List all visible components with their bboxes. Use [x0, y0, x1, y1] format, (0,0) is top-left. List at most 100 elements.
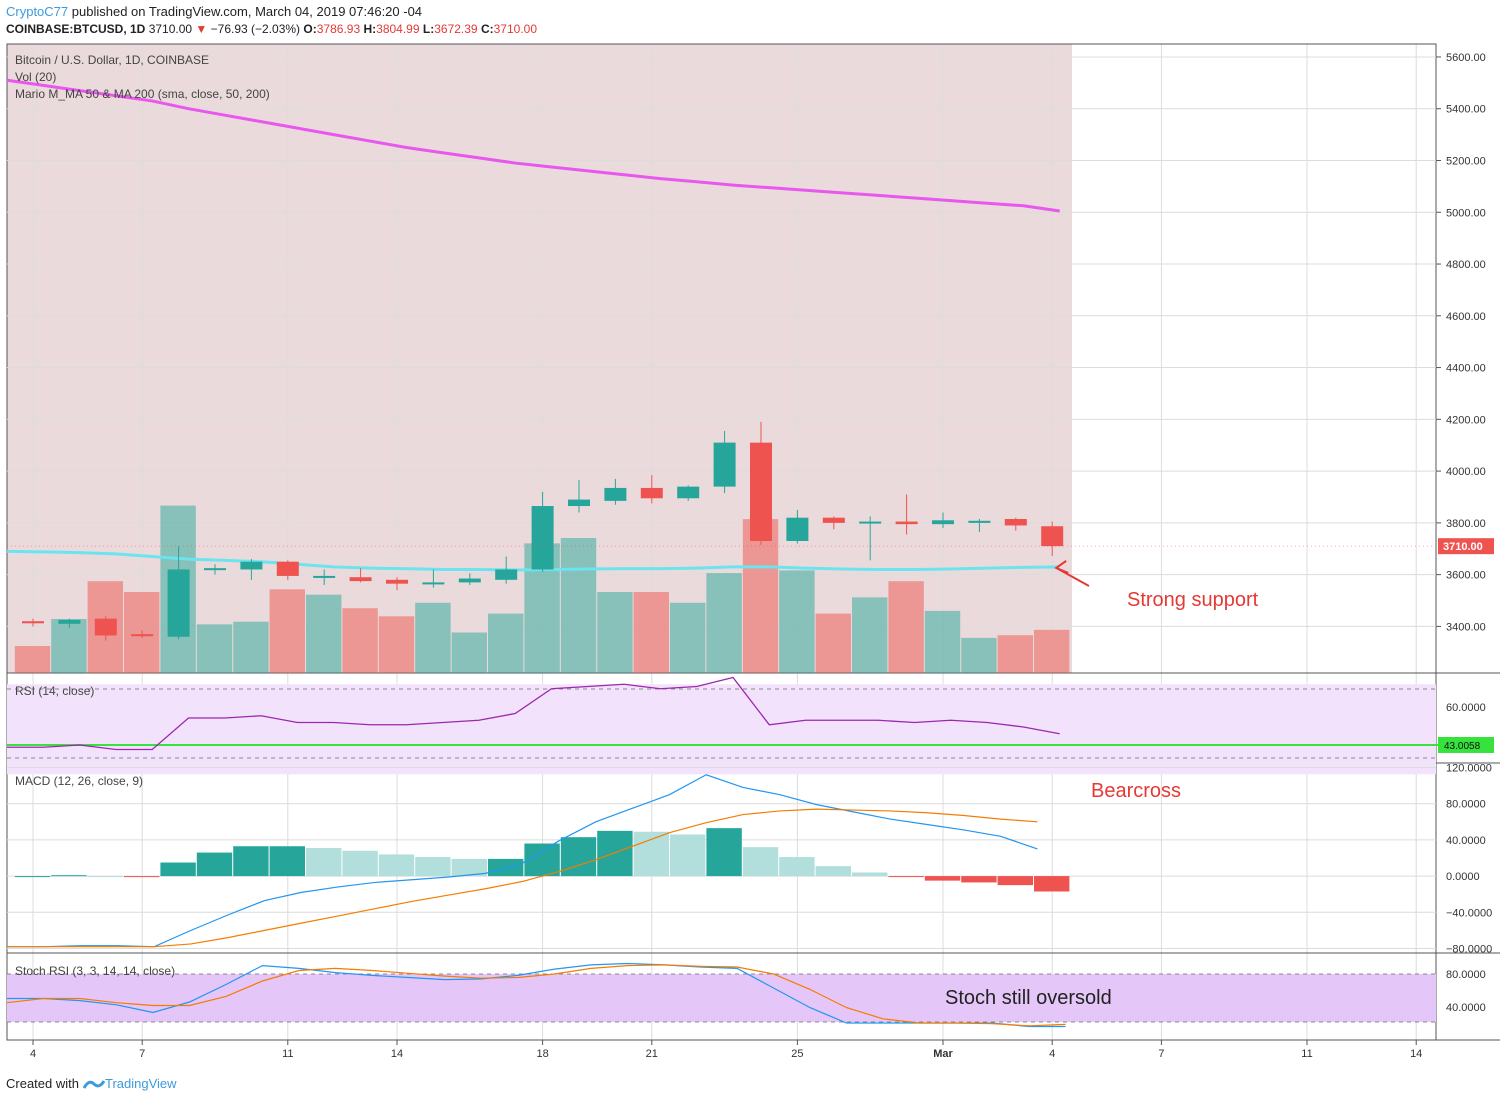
- macd-histogram-bar: [378, 854, 415, 877]
- rsi-level-badge: [1438, 736, 1494, 753]
- volume-bar: [233, 621, 269, 673]
- volume-bar: [924, 610, 961, 673]
- macd-tick-label: 0.0000: [1446, 871, 1480, 883]
- candle-body: [94, 618, 117, 636]
- volume-bar: [196, 624, 233, 673]
- candle-body: [276, 561, 299, 576]
- candle-body: [713, 442, 736, 487]
- candle-body: [786, 517, 809, 541]
- macd-histogram-bar: [888, 876, 924, 878]
- rsi-tick-label: 60.0000: [1446, 702, 1486, 714]
- tradingview-brand[interactable]: TradingView: [82, 1076, 177, 1091]
- open-value: 3786.93: [316, 22, 361, 36]
- rsi-line: [7, 676, 1060, 751]
- time-tick-label: 14: [1410, 1048, 1422, 1060]
- candle-body: [1004, 518, 1027, 526]
- candle-body: [167, 569, 190, 637]
- stoch-pane-title: Stoch RSI (3, 3, 14, 14, close): [15, 964, 175, 978]
- bearcross-annotation: Bearcross: [1091, 780, 1181, 802]
- candle-body: [386, 579, 408, 584]
- macd-line: [7, 774, 1038, 948]
- time-tick-label: 7: [139, 1048, 145, 1060]
- low-value: 3672.39: [434, 22, 478, 36]
- price-tick-label: 4000.00: [1446, 466, 1486, 478]
- candle-body: [1041, 526, 1064, 547]
- price-tick-label: 4200.00: [1446, 414, 1486, 426]
- last-price-badge: [1438, 538, 1494, 555]
- macd-histogram-bar: [51, 875, 87, 877]
- candle-body: [640, 487, 663, 499]
- candle-body: [968, 520, 991, 523]
- volume-bar: [888, 581, 924, 673]
- volume-bar: [415, 602, 451, 673]
- macd-histogram-bar: [451, 858, 487, 877]
- volume-legend: Vol (20): [15, 70, 56, 84]
- macd-histogram-bar: [852, 872, 888, 877]
- brand-label: TradingView: [104, 1076, 177, 1091]
- macd-tick-label: 80.0000: [1446, 799, 1486, 811]
- price-tick-label: 4400.00: [1446, 363, 1486, 375]
- macd-histogram-bar: [924, 876, 961, 881]
- time-tick-label: 14: [391, 1048, 403, 1060]
- macd-histogram-bar: [560, 837, 597, 877]
- macd-histogram-bar: [597, 830, 633, 877]
- volume-bar: [560, 538, 597, 673]
- volume-bar: [779, 570, 815, 673]
- support-arrowhead-icon: [1054, 560, 1069, 574]
- time-tick-label: 21: [646, 1048, 658, 1060]
- volume-bar: [378, 616, 415, 673]
- macd-histogram-bar: [196, 852, 233, 877]
- tradingview-logo-icon: [82, 1079, 105, 1089]
- macd-histogram-bar: [160, 862, 196, 877]
- volume-bar: [451, 632, 487, 673]
- rsi-pane-title: RSI (14, close): [15, 684, 94, 698]
- candle-body: [604, 487, 627, 501]
- macd-tick-label: −80.0000: [1446, 943, 1492, 955]
- candle-body: [240, 561, 263, 570]
- volume-bar: [51, 619, 87, 673]
- time-tick-label: Mar: [933, 1048, 953, 1060]
- time-tick-label: 7: [1158, 1048, 1164, 1060]
- macd-histogram-bar: [815, 866, 851, 877]
- volume-bar: [14, 646, 51, 673]
- ma-legend: Mario M_MA 50 & MA 200 (sma, close, 50, …: [15, 87, 270, 101]
- candle-body: [568, 499, 590, 507]
- candle-body: [932, 520, 954, 525]
- stoch-tick-label: 80.0000: [1446, 969, 1486, 981]
- author-link[interactable]: CryptoC77: [6, 4, 69, 19]
- time-tick-label: 18: [536, 1048, 548, 1060]
- price-tick-label: 5000.00: [1446, 207, 1486, 219]
- volume-bar: [815, 613, 851, 673]
- macd-pane-title: MACD (12, 26, close, 9): [15, 774, 143, 788]
- volume-bar: [961, 637, 997, 673]
- price-tick-label: 5600.00: [1446, 52, 1486, 64]
- time-tick-label: 4: [30, 1048, 36, 1060]
- macd-histogram-bar: [633, 831, 669, 877]
- candle-body: [313, 575, 336, 578]
- rsi-level-label: 43.0058: [1444, 741, 1481, 752]
- created-with-text: Created with: [6, 1076, 79, 1091]
- change-value: −76.93 (−2.03%): [210, 22, 301, 36]
- volume-bar: [633, 592, 669, 673]
- macd-histogram-bar: [779, 857, 815, 877]
- candle-body: [822, 517, 845, 523]
- volume-bar: [852, 597, 888, 673]
- macd-histogram-bar: [269, 846, 305, 877]
- open-label: O:: [303, 22, 317, 36]
- candle-body: [349, 577, 372, 582]
- symbol-label: COINBASE:BTCUSD, 1D: [6, 22, 146, 36]
- symbol-header: COINBASE:BTCUSD, 1D 3710.00 ▼ −76.93 (−2…: [6, 22, 537, 36]
- macd-tick-label: 120.0000: [1446, 763, 1492, 775]
- publish-header: CryptoC77 published on TradingView.com, …: [6, 4, 422, 19]
- price-tick-label: 3800.00: [1446, 518, 1486, 530]
- macd-histogram-bar: [87, 876, 123, 878]
- macd-tick-label: −40.0000: [1446, 907, 1492, 919]
- macd-histogram-bar: [415, 857, 451, 877]
- candle-body: [531, 506, 554, 570]
- close-value: 3710.00: [493, 22, 538, 36]
- candle-body: [204, 568, 226, 571]
- macd-histogram-bar: [524, 843, 560, 877]
- stoch-band: [7, 974, 1436, 1022]
- volume-bar: [342, 608, 378, 673]
